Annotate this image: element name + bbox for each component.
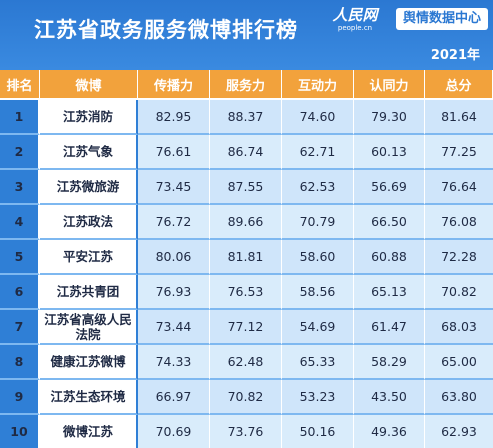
column-header-rank: 排名 bbox=[0, 70, 40, 100]
interaction-score-cell: 62.71 bbox=[282, 135, 354, 170]
recognition-score-cell: 43.50 bbox=[354, 380, 425, 415]
rank-cell: 6 bbox=[0, 275, 40, 310]
recognition-score-cell: 60.13 bbox=[354, 135, 425, 170]
service-score-cell: 81.81 bbox=[210, 240, 282, 275]
rank-cell: 7 bbox=[0, 310, 40, 345]
brand-name: 人民网 bbox=[332, 6, 378, 24]
recognition-score-cell: 66.50 bbox=[354, 205, 425, 240]
service-score-cell: 62.48 bbox=[210, 345, 282, 380]
weibo-name-cell: 江苏气象 bbox=[40, 135, 138, 170]
rank-cell: 1 bbox=[0, 100, 40, 135]
rank-cell: 4 bbox=[0, 205, 40, 240]
rank-cell: 8 bbox=[0, 345, 40, 380]
ranking-table: 排名 微博 传播力 服务力 互动力 认同力 总分 1 江苏消防 82.95 88.37… bbox=[0, 70, 493, 448]
weibo-name-cell: 江苏省高级人民法院 bbox=[40, 310, 138, 345]
service-score-cell: 88.37 bbox=[210, 100, 282, 135]
service-score-cell: 87.55 bbox=[210, 170, 282, 205]
interaction-score-cell: 53.23 bbox=[282, 380, 354, 415]
total-score-cell: 77.25 bbox=[425, 135, 493, 170]
column-header-total: 总分 bbox=[425, 70, 493, 100]
service-score-cell: 77.12 bbox=[210, 310, 282, 345]
table-row: 3 江苏微旅游 73.45 87.55 62.53 56.69 76.64 bbox=[0, 170, 493, 205]
recognition-score-cell: 61.47 bbox=[354, 310, 425, 345]
column-header-interaction: 互动力 bbox=[282, 70, 354, 100]
table-row: 9 江苏生态环境 66.97 70.82 53.23 43.50 63.80 bbox=[0, 380, 493, 415]
recognition-score-cell: 49.36 bbox=[354, 415, 425, 448]
table-row: 10 微博江苏 70.69 73.76 50.16 49.36 62.93 bbox=[0, 415, 493, 448]
recognition-score-cell: 79.30 bbox=[354, 100, 425, 135]
weibo-name-cell: 江苏微旅游 bbox=[40, 170, 138, 205]
header-banner: 江苏省政务服务微博排行榜 人民网 people.cn 舆情数据中心 2021年 bbox=[0, 0, 493, 70]
service-score-cell: 86.74 bbox=[210, 135, 282, 170]
table-header-row: 排名 微博 传播力 服务力 互动力 认同力 总分 bbox=[0, 70, 493, 100]
recognition-score-cell: 56.69 bbox=[354, 170, 425, 205]
page-title: 江苏省政务服务微博排行榜 bbox=[34, 18, 298, 42]
brand-logo: 人民网 people.cn bbox=[320, 6, 390, 36]
rank-cell: 9 bbox=[0, 380, 40, 415]
service-score-cell: 70.82 bbox=[210, 380, 282, 415]
table-row: 7 江苏省高级人民法院 73.44 77.12 54.69 61.47 68.03 bbox=[0, 310, 493, 345]
spread-score-cell: 76.61 bbox=[138, 135, 210, 170]
spread-score-cell: 80.06 bbox=[138, 240, 210, 275]
interaction-score-cell: 70.79 bbox=[282, 205, 354, 240]
spread-score-cell: 66.97 bbox=[138, 380, 210, 415]
rank-cell: 2 bbox=[0, 135, 40, 170]
table-row: 5 平安江苏 80.06 81.81 58.60 60.88 72.28 bbox=[0, 240, 493, 275]
recognition-score-cell: 60.88 bbox=[354, 240, 425, 275]
weibo-name-cell: 平安江苏 bbox=[40, 240, 138, 275]
spread-score-cell: 70.69 bbox=[138, 415, 210, 448]
service-score-cell: 89.66 bbox=[210, 205, 282, 240]
weibo-name-cell: 江苏共青团 bbox=[40, 275, 138, 310]
interaction-score-cell: 58.60 bbox=[282, 240, 354, 275]
spread-score-cell: 74.33 bbox=[138, 345, 210, 380]
data-center-badge: 舆情数据中心 bbox=[396, 8, 488, 30]
recognition-score-cell: 58.29 bbox=[354, 345, 425, 380]
interaction-score-cell: 50.16 bbox=[282, 415, 354, 448]
spread-score-cell: 76.72 bbox=[138, 205, 210, 240]
table-row: 1 江苏消防 82.95 88.37 74.60 79.30 81.64 bbox=[0, 100, 493, 135]
table-row: 8 健康江苏微博 74.33 62.48 65.33 58.29 65.00 bbox=[0, 345, 493, 380]
column-header-recognition: 认同力 bbox=[354, 70, 425, 100]
total-score-cell: 70.82 bbox=[425, 275, 493, 310]
total-score-cell: 63.80 bbox=[425, 380, 493, 415]
service-score-cell: 76.53 bbox=[210, 275, 282, 310]
weibo-name-cell: 健康江苏微博 bbox=[40, 345, 138, 380]
total-score-cell: 72.28 bbox=[425, 240, 493, 275]
interaction-score-cell: 54.69 bbox=[282, 310, 354, 345]
table-row: 2 江苏气象 76.61 86.74 62.71 60.13 77.25 bbox=[0, 135, 493, 170]
interaction-score-cell: 74.60 bbox=[282, 100, 354, 135]
total-score-cell: 65.00 bbox=[425, 345, 493, 380]
column-header-weibo: 微博 bbox=[40, 70, 138, 100]
total-score-cell: 62.93 bbox=[425, 415, 493, 448]
interaction-score-cell: 62.53 bbox=[282, 170, 354, 205]
rank-cell: 10 bbox=[0, 415, 40, 448]
total-score-cell: 76.08 bbox=[425, 205, 493, 240]
rank-cell: 5 bbox=[0, 240, 40, 275]
column-header-spread: 传播力 bbox=[138, 70, 210, 100]
total-score-cell: 81.64 bbox=[425, 100, 493, 135]
rank-cell: 3 bbox=[0, 170, 40, 205]
spread-score-cell: 82.95 bbox=[138, 100, 210, 135]
column-header-service: 服务力 bbox=[210, 70, 282, 100]
spread-score-cell: 73.44 bbox=[138, 310, 210, 345]
service-score-cell: 73.76 bbox=[210, 415, 282, 448]
total-score-cell: 68.03 bbox=[425, 310, 493, 345]
weibo-name-cell: 微博江苏 bbox=[40, 415, 138, 448]
spread-score-cell: 76.93 bbox=[138, 275, 210, 310]
brand-domain: people.cn bbox=[337, 24, 373, 32]
weibo-name-cell: 江苏消防 bbox=[40, 100, 138, 135]
year-label: 2021年 bbox=[430, 48, 480, 63]
recognition-score-cell: 65.13 bbox=[354, 275, 425, 310]
spread-score-cell: 73.45 bbox=[138, 170, 210, 205]
interaction-score-cell: 65.33 bbox=[282, 345, 354, 380]
total-score-cell: 76.64 bbox=[425, 170, 493, 205]
table-row: 6 江苏共青团 76.93 76.53 58.56 65.13 70.82 bbox=[0, 275, 493, 310]
interaction-score-cell: 58.56 bbox=[282, 275, 354, 310]
weibo-name-cell: 江苏政法 bbox=[40, 205, 138, 240]
table-row: 4 江苏政法 76.72 89.66 70.79 66.50 76.08 bbox=[0, 205, 493, 240]
weibo-name-cell: 江苏生态环境 bbox=[40, 380, 138, 415]
